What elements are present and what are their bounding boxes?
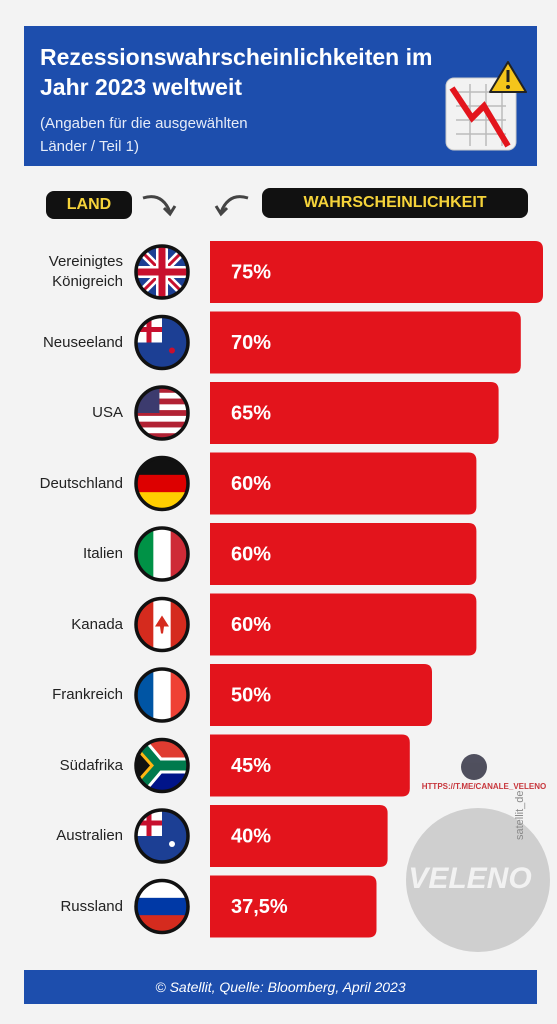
value-label: 37,5% bbox=[231, 896, 288, 918]
flag-star bbox=[169, 347, 175, 354]
value-label: 40% bbox=[231, 825, 271, 847]
flag-ring bbox=[134, 455, 190, 512]
value-label: 65% bbox=[231, 402, 271, 424]
value-label: 75% bbox=[231, 261, 271, 283]
bar bbox=[210, 593, 477, 656]
bar bbox=[210, 875, 377, 938]
flag-ring bbox=[134, 596, 190, 653]
flag-stripe bbox=[136, 474, 188, 493]
bar bbox=[210, 452, 477, 515]
flag-ring bbox=[134, 244, 190, 300]
flag-leaf bbox=[155, 615, 169, 634]
flag-stripe bbox=[153, 669, 172, 721]
category-header-box bbox=[46, 191, 132, 219]
category-label: Deutschland bbox=[39, 474, 123, 492]
flag-stripe bbox=[136, 392, 188, 400]
flag-cross bbox=[136, 246, 188, 298]
header-icon bbox=[445, 61, 527, 151]
bar bbox=[210, 382, 499, 444]
flag-stripe bbox=[136, 427, 188, 434]
value-label: 60% bbox=[231, 614, 271, 636]
flag-stripe bbox=[153, 528, 172, 580]
category-header: LAND bbox=[67, 196, 111, 213]
chart-subtitle: (Angaben für die ausgewählten Länder / T… bbox=[40, 115, 248, 155]
category-label: Neuseeland bbox=[42, 333, 123, 351]
arrow bbox=[214, 195, 249, 217]
flag-ring bbox=[134, 526, 190, 582]
flag-stripe bbox=[136, 410, 188, 417]
flag-stripe bbox=[136, 398, 188, 405]
flag-stripe bbox=[136, 433, 188, 439]
flag-stripe bbox=[136, 387, 188, 394]
flag-stripe bbox=[136, 415, 188, 423]
bar bbox=[210, 523, 477, 585]
watermark: HTTPS://T.ME/CANALE_VELENO satellit_de V… bbox=[406, 754, 550, 952]
value-header-box bbox=[262, 188, 528, 218]
bar bbox=[210, 664, 432, 726]
category-label: Australien bbox=[56, 827, 123, 844]
value-label: 45% bbox=[231, 755, 271, 777]
flag-stripe bbox=[136, 404, 188, 411]
flag-stripe bbox=[136, 897, 188, 916]
bar bbox=[210, 805, 388, 867]
footer: © Satellit, Quelle: Bloomberg, April 202… bbox=[155, 979, 406, 995]
flag-ring bbox=[134, 878, 190, 935]
value-label: 50% bbox=[231, 684, 271, 706]
bar bbox=[210, 311, 521, 374]
bar bbox=[210, 734, 410, 797]
footer-box bbox=[24, 970, 537, 1004]
value-header: WAHRSCHEINLICHKEIT bbox=[303, 194, 486, 211]
watermark-logo: VELENO bbox=[408, 862, 531, 895]
flag-tri bbox=[136, 743, 155, 788]
category-label: Frankreich bbox=[52, 686, 123, 703]
flag-ring bbox=[134, 808, 190, 864]
category-label: USA bbox=[92, 404, 123, 421]
flag-ring bbox=[134, 314, 190, 371]
flag-stripe bbox=[136, 421, 188, 428]
flag-ring bbox=[134, 737, 190, 794]
chart-title: Rezessionswahrscheinlichkeiten im Jahr 2… bbox=[40, 44, 433, 100]
category-label: Kanada bbox=[71, 615, 123, 633]
bar bbox=[210, 241, 543, 303]
category-label: Vereinigtes Königreich bbox=[48, 253, 123, 290]
watermark-link: HTTPS://T.ME/CANALE_VELENO bbox=[422, 782, 546, 791]
category-label: Italien bbox=[82, 545, 123, 562]
flag-star bbox=[169, 841, 175, 847]
value-label: 70% bbox=[231, 332, 271, 354]
value-label: 60% bbox=[231, 543, 271, 565]
flag-ring bbox=[134, 667, 190, 723]
category-label: Russland bbox=[60, 897, 123, 915]
value-label: 60% bbox=[231, 473, 271, 495]
watermark-handle: satellit_de bbox=[514, 790, 526, 840]
arrow bbox=[142, 195, 177, 217]
flag-ring bbox=[134, 385, 190, 441]
category-label: Südafrika bbox=[59, 756, 123, 774]
